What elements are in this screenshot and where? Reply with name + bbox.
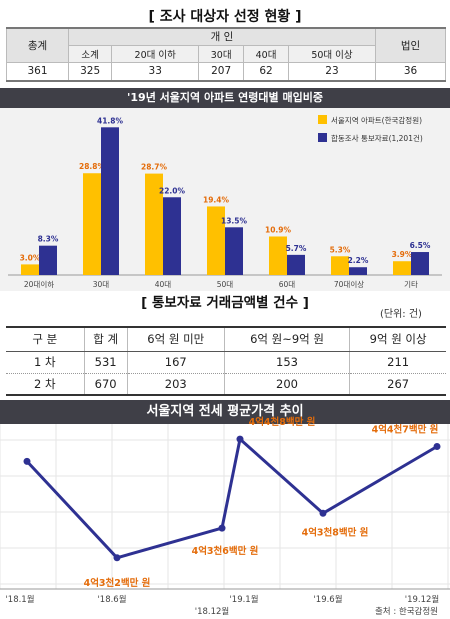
bar — [145, 173, 163, 275]
sub-header: 30대 — [198, 44, 245, 63]
legend-entry: 서울지역 아파트(한국감정원) — [331, 115, 422, 125]
data-point — [218, 524, 226, 532]
legend-swatch — [318, 133, 327, 142]
x-tick-label: '18.1월 — [5, 594, 34, 605]
bar — [101, 127, 119, 275]
column-header: 6억 원 미만 — [126, 326, 225, 352]
bar-data-label: 5.3% — [330, 245, 351, 254]
bar-data-label: 19.4% — [203, 195, 230, 204]
table-cell: 33 — [111, 61, 200, 82]
line-chart-background — [0, 424, 450, 619]
bar — [287, 254, 305, 275]
point-label: 4억4천8백만 원 — [249, 416, 316, 428]
bar — [411, 252, 429, 275]
bar — [207, 206, 225, 275]
bar-chart: 3.0% 8.3% 20대이하 28.8% 41.8% 30대 28.7% 22.0% 40대 1… — [0, 108, 450, 291]
table-cell: 267 — [349, 373, 446, 396]
table-cell: 153 — [223, 351, 351, 374]
data-point — [236, 435, 244, 443]
unit-label: (단위: 건) — [380, 309, 422, 320]
x-tick-label: '19.1월 — [229, 594, 258, 605]
series-line — [25, 437, 438, 560]
x-tick-label: '19.12월 — [405, 594, 440, 605]
table-cell: 36 — [375, 61, 446, 82]
data-point — [319, 509, 327, 517]
table2-title: [ 통보자료 거래금액별 건수 ] — [141, 295, 309, 311]
table-cell: 531 — [83, 351, 128, 374]
x-tick-label: '18.6월 — [97, 594, 126, 605]
bar-data-label: 28.8% — [79, 162, 106, 171]
bar — [393, 261, 411, 275]
column-header: 9억 원 이상 — [349, 326, 446, 352]
bar-data-label: 10.9% — [265, 225, 292, 234]
table-cell: 1 차 — [6, 351, 85, 374]
legend-swatch — [318, 115, 327, 124]
bar-data-label: 6.5% — [410, 241, 431, 250]
bar — [21, 264, 39, 275]
bar — [331, 256, 349, 275]
sub-header: 소계 — [67, 44, 113, 63]
table-cell: 200 — [223, 373, 351, 396]
bar-data-label: 2.2% — [348, 256, 369, 265]
bar-data-label: 22.0% — [159, 186, 186, 195]
selection-status-table: 총계 개 인 법인 소계 20대 이하 30대 40대 50대 이상 361 3… — [6, 27, 446, 82]
category-label: 40대 — [155, 280, 172, 289]
bar-data-label: 13.5% — [221, 216, 248, 225]
category-label: 60대 — [279, 280, 296, 289]
total-header: 총계 — [6, 27, 69, 63]
table-cell: 325 — [67, 61, 113, 82]
transaction-count-table: 구 분 합 계 6억 원 미만 6억 원~9억 원 9억 원 이상 1 차 53… — [6, 326, 446, 396]
data-point — [113, 554, 121, 562]
corporate-header: 법인 — [375, 27, 446, 63]
table-cell: 211 — [349, 351, 446, 374]
table-cell: 207 — [198, 61, 245, 82]
bar-data-label: 8.3% — [38, 235, 59, 244]
individual-header: 개 인 — [68, 27, 376, 46]
bar — [269, 236, 287, 275]
point-label: 4억3천8백만 원 — [302, 526, 369, 538]
table-cell: 62 — [243, 61, 289, 82]
bar-data-label: 5.7% — [286, 244, 307, 253]
table-cell: 203 — [126, 373, 225, 396]
category-label: 20대이하 — [24, 279, 54, 289]
bar-data-label: 41.8% — [97, 116, 124, 125]
category-label: 70대이상 — [334, 279, 364, 289]
sub-header: 50대 이상 — [287, 44, 377, 63]
table1-title: [ 조사 대상자 선정 현황 ] — [148, 9, 302, 25]
data-point — [433, 443, 441, 451]
category-label: 30대 — [93, 280, 110, 289]
legend-entry: 합동조사 통보자료(1,201건) — [331, 133, 423, 143]
bar-data-label: 3.9% — [392, 250, 413, 259]
category-label: 50대 — [217, 280, 234, 289]
bar — [163, 197, 181, 275]
point-label: 4억3천6백만 원 — [192, 545, 259, 557]
table-cell: 167 — [126, 351, 225, 374]
bar-data-label: 3.0% — [20, 253, 41, 262]
bar — [39, 245, 57, 275]
source-note: 출처 : 한국감정원 — [375, 606, 438, 617]
bar-data-label: 28.7% — [141, 163, 168, 172]
sub-header: 40대 — [243, 44, 289, 63]
column-header: 구 분 — [6, 326, 85, 352]
sub-header: 20대 이하 — [111, 44, 200, 63]
table-cell: 23 — [287, 61, 377, 82]
table-cell: 670 — [83, 373, 128, 396]
point-label: 4억3천2백만 원 — [84, 577, 151, 589]
bar-chart-title: '19년 서울지역 아파트 연령대별 매입비중 — [0, 88, 450, 108]
point-label: 4억4천7백만 원 — [372, 424, 439, 436]
line-chart: 4억3천2백만 원 4억3천6백만 원 4억4천8백만 원 4억3천8백만 원 4억4천… — [0, 416, 450, 619]
table-cell: 2 차 — [6, 373, 85, 396]
bar — [349, 267, 367, 275]
bar — [83, 173, 101, 275]
data-point — [23, 457, 31, 465]
line-chart-title: 서울지역 전세 평균가격 추이 — [0, 400, 450, 424]
table-cell: 361 — [6, 61, 69, 82]
column-header: 합 계 — [83, 326, 128, 352]
x-tick-label: '19.6월 — [313, 594, 342, 605]
bar — [225, 227, 243, 275]
x-tick-label: '18.12월 — [195, 606, 230, 617]
category-label: 기타 — [404, 280, 418, 289]
column-header: 6억 원~9억 원 — [223, 326, 351, 352]
